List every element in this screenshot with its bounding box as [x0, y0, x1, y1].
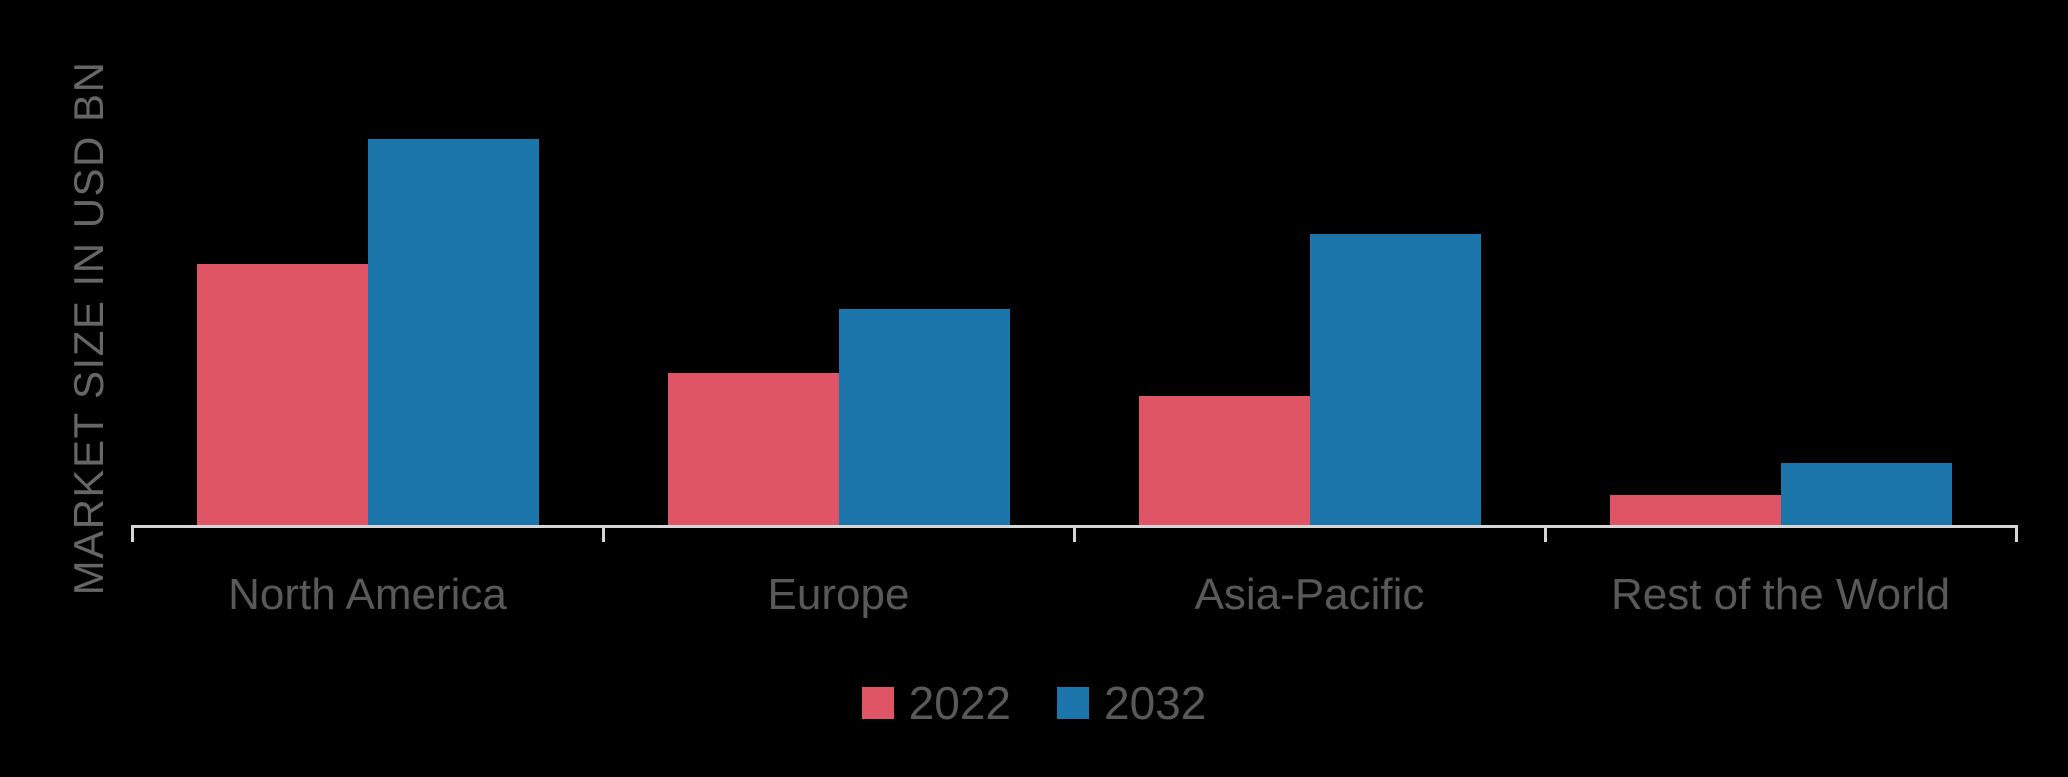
legend-label-2022: 2022 [908, 677, 1011, 729]
x-axis-category-label-europe: Europe [767, 570, 910, 619]
legend: 2022 2032 [0, 680, 2068, 726]
legend-swatch-2032 [1057, 687, 1089, 719]
bar-2032-europe [838, 309, 1010, 525]
x-axis-category-label-north-america: North America [228, 570, 507, 619]
legend-item-2022: 2022 [861, 677, 1011, 729]
bar-2032-north-america [367, 139, 539, 525]
x-axis-category-label-rest-of-the-world: Rest of the World [1610, 570, 1951, 619]
x-axis-tick [130, 525, 134, 542]
bar-2022-asia-pacific [1138, 396, 1310, 525]
x-axis-tick [601, 525, 605, 542]
x-axis-category-label-asia-pacific: Asia-Pacific [1194, 570, 1425, 619]
legend-label-2032: 2032 [1104, 677, 1207, 729]
bar-2022-rest-of-the-world [1609, 495, 1781, 525]
x-axis-tick [1072, 525, 1076, 542]
bar-2022-north-america [196, 264, 368, 525]
x-axis-tick [2014, 525, 2018, 542]
bar-2022-europe [667, 373, 839, 525]
legend-item-2032: 2032 [1057, 680, 1206, 726]
x-axis-tick [1543, 525, 1547, 542]
bar-2032-asia-pacific [1309, 234, 1481, 525]
bar-2032-rest-of-the-world [1780, 463, 1952, 525]
legend-swatch-2022 [861, 687, 894, 719]
